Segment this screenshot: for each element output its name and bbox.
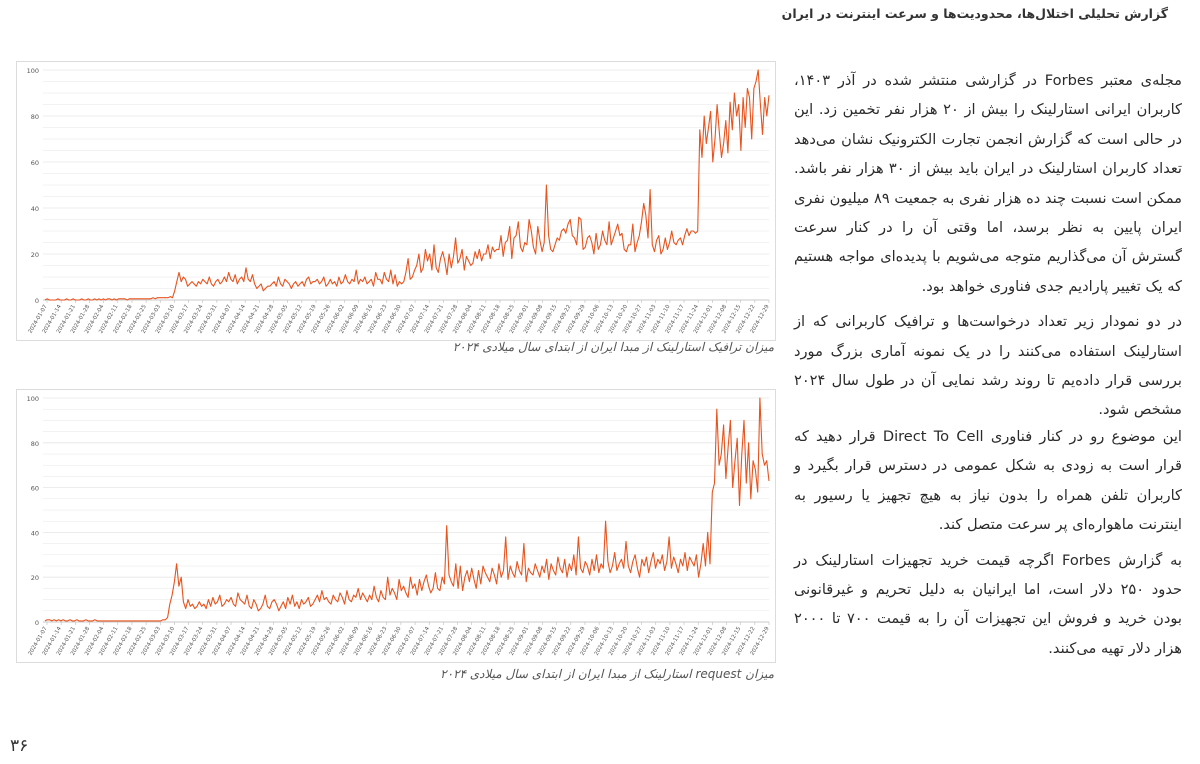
y-tick-label: 100	[27, 67, 39, 75]
y-tick-label: 0	[35, 619, 39, 627]
requests-chart: 0 20 40 60 80 100 2024-01-07 2024-01-14 2024-01-…	[16, 389, 776, 663]
y-tick-label: 20	[31, 251, 39, 259]
y-tick-label: 80	[31, 440, 39, 448]
y-tick-label: 40	[31, 529, 39, 537]
y-tick-label: 60	[31, 159, 39, 167]
y-tick-label: 60	[31, 485, 39, 493]
paragraph-equipment-price: به گزارش Forbes اگرچه قیمت خرید تجهیزات …	[794, 551, 1182, 657]
y-tick-label: 0	[35, 297, 39, 305]
traffic-line-chart: 0204060801002024-01-072024-01-142024-01-…	[27, 67, 771, 335]
requests-chart-caption: میزان request استارلینک از مبدا ایران از…	[440, 667, 774, 681]
chart-gridlines	[43, 69, 769, 301]
chart-gridlines	[43, 397, 769, 623]
y-tick-label: 20	[31, 574, 39, 582]
paragraph-charts-intro: در دو نمودار زیر تعداد درخواست‌ها و تراف…	[794, 313, 1182, 419]
series-line	[44, 69, 770, 301]
y-tick-label: 100	[27, 395, 39, 403]
y-tick-label: 80	[31, 113, 39, 121]
page-header-title: گزارش تحلیلی اختلال‌ها، محدودیت‌ها و سرع…	[781, 6, 1168, 21]
traffic-chart-caption: میزان ترافیک استارلینک از مبدا ایران از …	[452, 340, 774, 354]
page-number: ۳۶	[10, 736, 29, 756]
text-block-bottom: این موضوع رو در کنار فناوری Direct To Ce…	[794, 422, 1182, 663]
text-block-top: مجله‌ی معتبر Forbes در گزارشی منتشر شده …	[794, 66, 1182, 425]
traffic-chart: 0 20 40 60 80 100 2024-01-07 2024-01-14 2024-01-…	[16, 61, 776, 341]
paragraph-direct-to-cell: این موضوع رو در کنار فناوری Direct To Ce…	[794, 428, 1182, 534]
paragraph-forbes-estimate: مجله‌ی معتبر Forbes در گزارشی منتشر شده …	[794, 72, 1183, 295]
requests-line-chart: 0204060801002024-01-072024-01-142024-01-…	[27, 395, 771, 657]
y-tick-label: 40	[31, 205, 39, 213]
series-line	[44, 397, 770, 622]
